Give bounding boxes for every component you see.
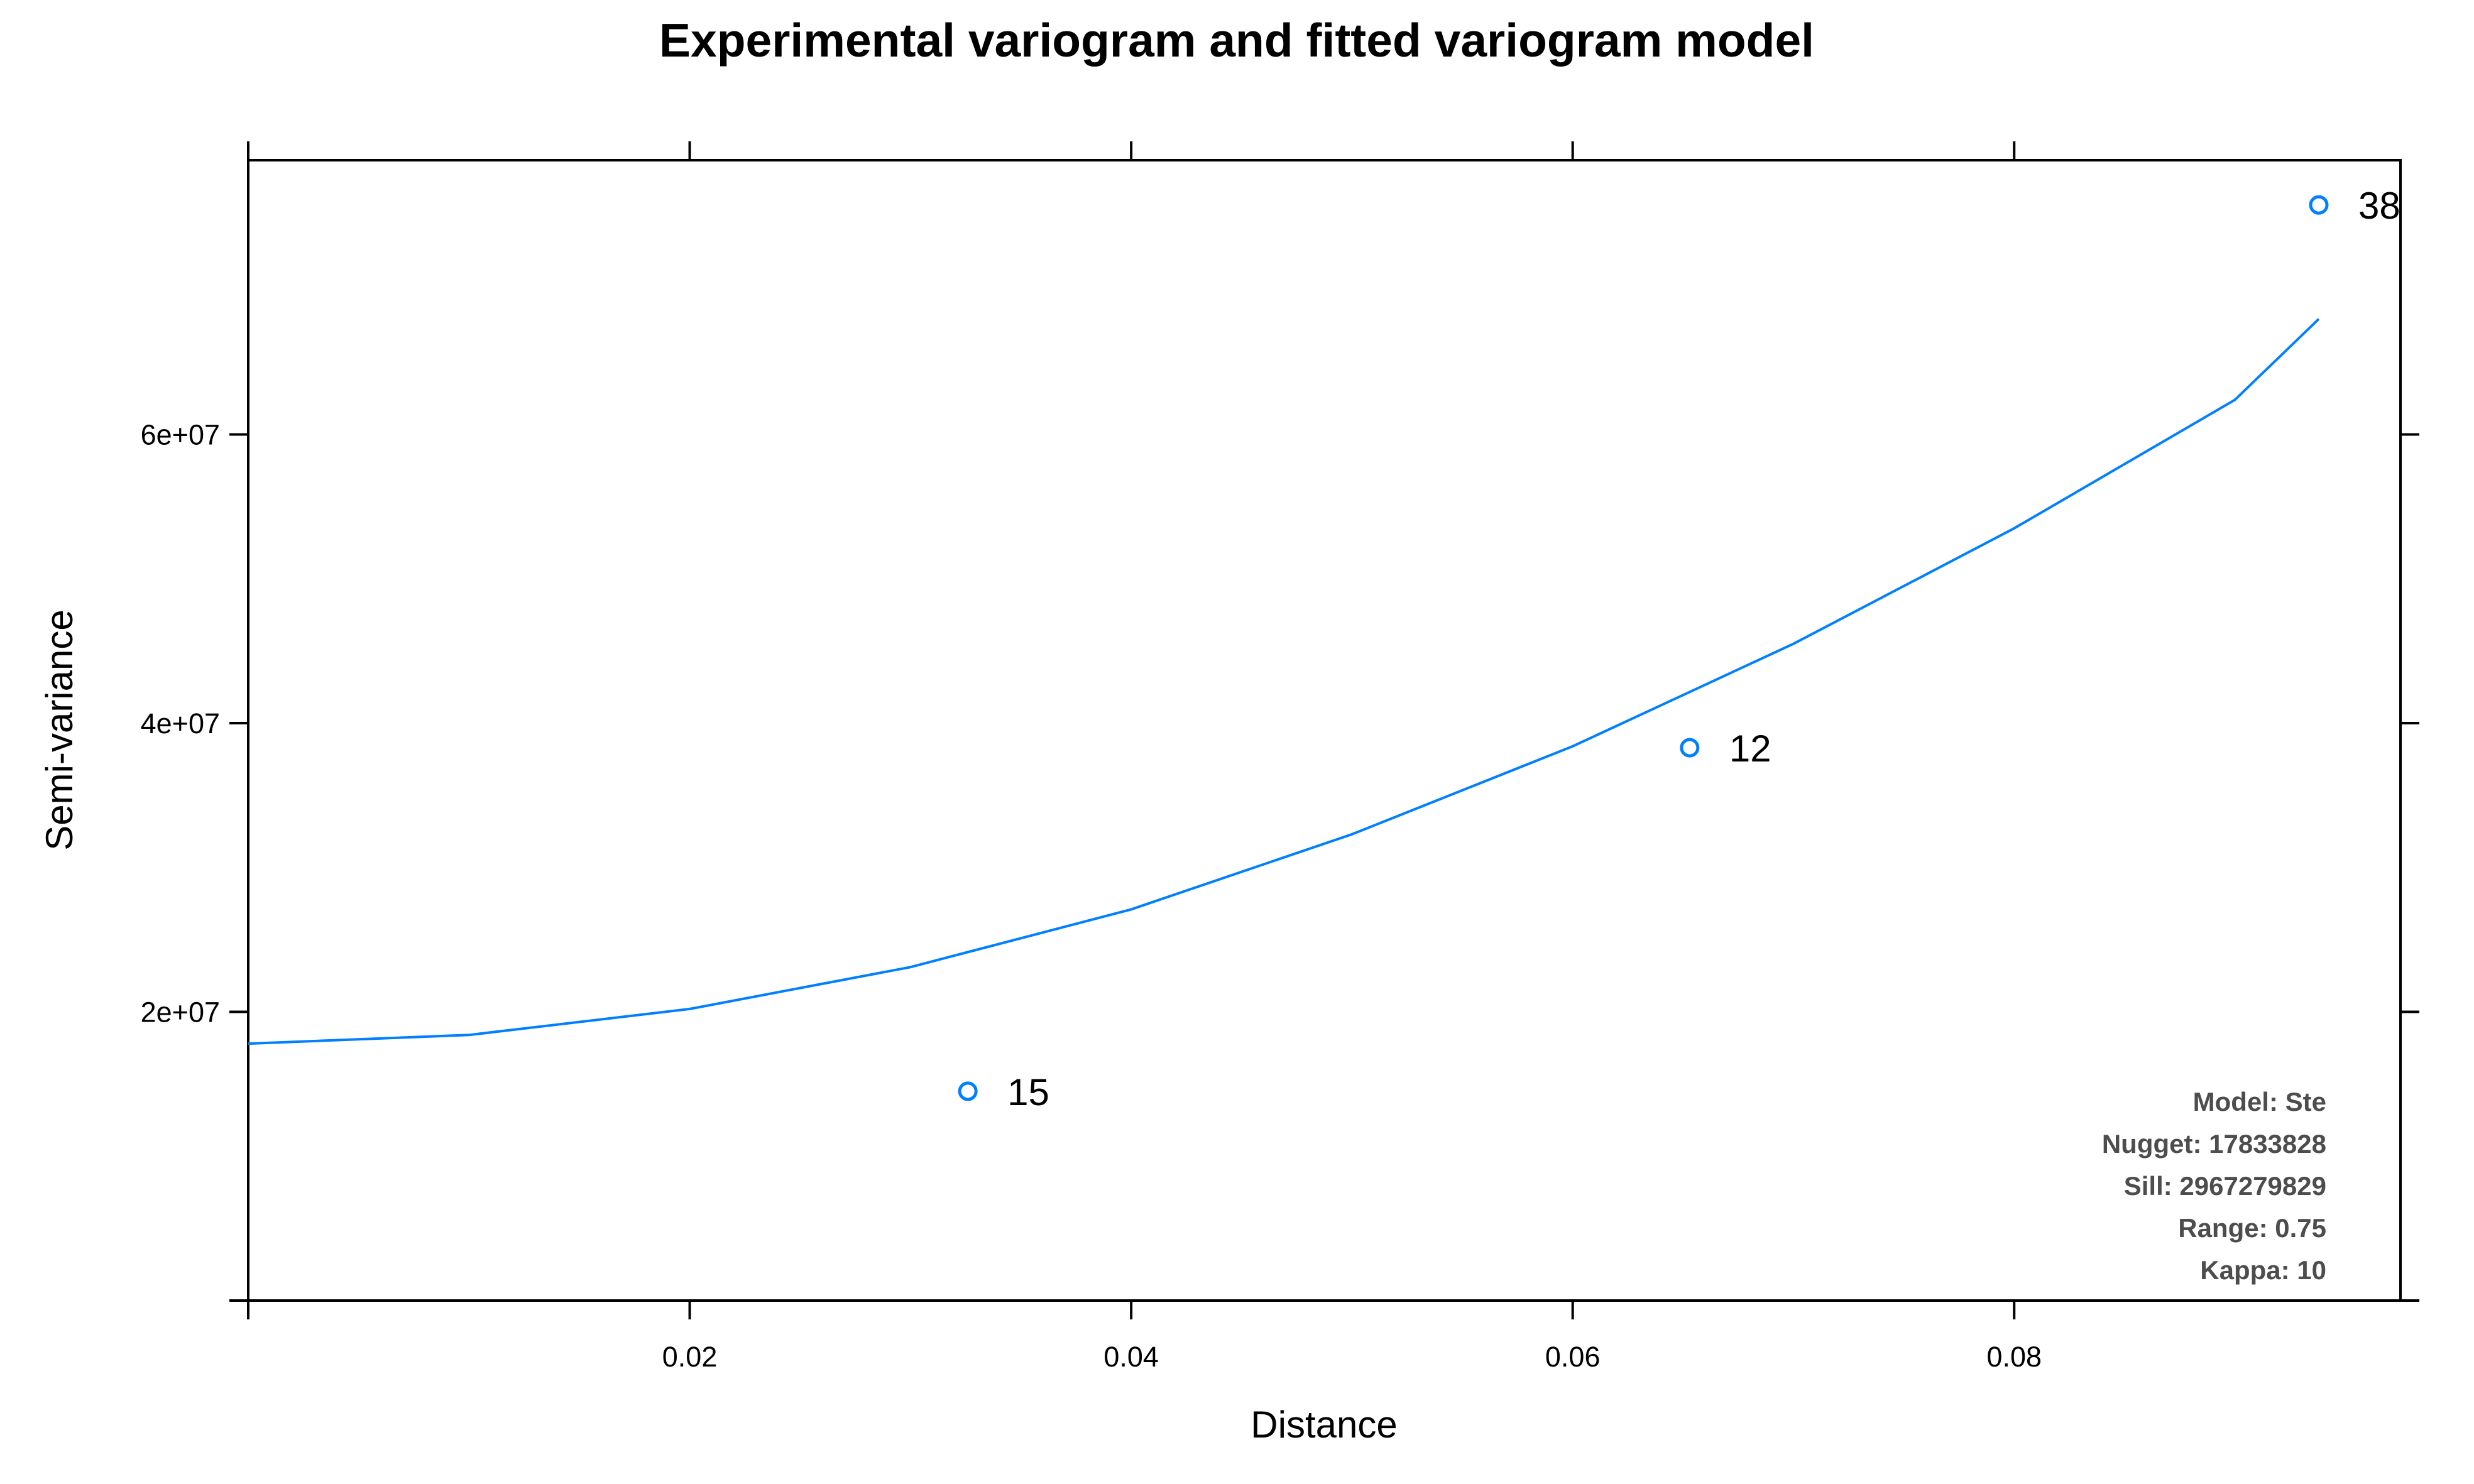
y-tick-label: 6e+07 bbox=[141, 419, 220, 451]
model-info-line: Nugget: 17833828 bbox=[2102, 1129, 2326, 1159]
x-tick-label: 0.02 bbox=[662, 1341, 718, 1373]
model-info-line: Kappa: 10 bbox=[2200, 1255, 2326, 1285]
x-tick-label: 0.04 bbox=[1103, 1341, 1159, 1373]
point-label: 15 bbox=[1007, 1071, 1049, 1113]
plot-frame bbox=[247, 159, 2402, 1302]
variogram-point bbox=[1680, 738, 1700, 758]
variogram-point bbox=[2309, 195, 2329, 215]
x-tick-label: 0.08 bbox=[1986, 1341, 2042, 1373]
chart-title: Experimental variogram and fitted variog… bbox=[659, 14, 1814, 67]
model-info: Model: Ste Nugget: 17833828 Sill: 29672798… bbox=[2102, 1087, 2326, 1285]
model-info-line: Model: Ste bbox=[2193, 1087, 2326, 1116]
y-tick-label: 4e+07 bbox=[141, 707, 220, 739]
x-tick-label: 0.06 bbox=[1545, 1341, 1601, 1373]
variogram-point bbox=[958, 1081, 978, 1101]
series-layer: 15 12 38 bbox=[248, 185, 2400, 1113]
y-axis-label: Semi-variance bbox=[38, 609, 80, 850]
point-label: 12 bbox=[1729, 728, 1771, 770]
x-axis-label: Distance bbox=[1251, 1404, 1397, 1446]
model-info-line: Range: 0.75 bbox=[2178, 1213, 2326, 1243]
y-tick-label: 2e+07 bbox=[141, 996, 220, 1028]
model-info-line: Sill: 2967279829 bbox=[2124, 1171, 2326, 1201]
y-axis: 2e+07 4e+07 6e+07 bbox=[141, 419, 2419, 1302]
fitted-variogram-line bbox=[248, 318, 2320, 1045]
x-axis: 0.02 0.04 0.06 0.08 bbox=[247, 141, 2042, 1373]
point-label: 38 bbox=[2358, 185, 2400, 227]
